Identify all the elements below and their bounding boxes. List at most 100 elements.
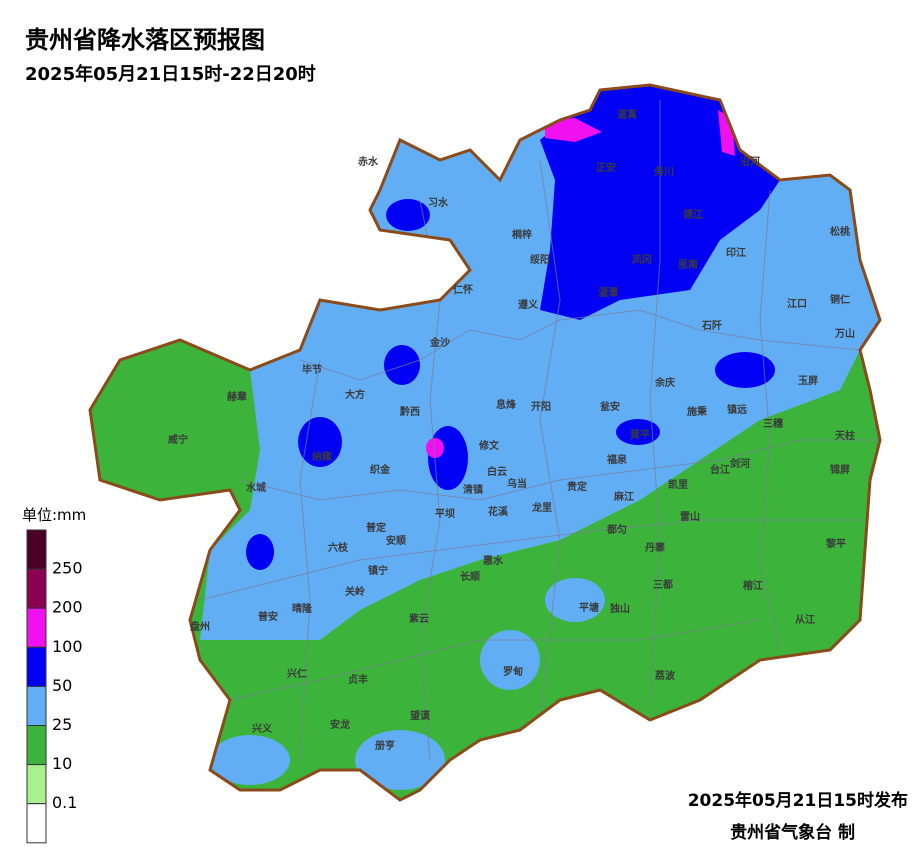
county-label: 松桃 xyxy=(830,225,850,238)
area-25-50 xyxy=(545,578,605,622)
county-label: 都匀 xyxy=(606,523,627,536)
county-label: 务川 xyxy=(654,165,674,178)
county-label: 凤冈 xyxy=(632,254,652,266)
area-25-50 xyxy=(210,735,290,785)
county-label: 修文 xyxy=(478,439,500,452)
county-label: 黔西 xyxy=(400,405,420,418)
county-label: 普定 xyxy=(366,521,386,534)
county-label: 天柱 xyxy=(835,429,855,442)
county-label: 惠水 xyxy=(483,554,504,567)
legend: 250 200 100 50 25 10 0.1 xyxy=(26,529,83,844)
area-25-50 xyxy=(480,630,540,690)
county-label: 盘州 xyxy=(190,620,210,633)
county-label: 镇宁 xyxy=(368,564,388,577)
county-label: 施秉 xyxy=(687,405,708,418)
county-label: 织金 xyxy=(370,463,391,476)
county-label: 金沙 xyxy=(429,336,450,349)
legend-swatch xyxy=(26,803,47,844)
legend-swatch xyxy=(26,646,47,687)
county-label: 江口 xyxy=(787,297,807,310)
area-100-200 xyxy=(545,118,602,142)
province-border xyxy=(88,83,882,802)
county-label: 赤水 xyxy=(358,155,379,168)
county-label: 从江 xyxy=(795,613,815,626)
county-label: 大方 xyxy=(345,388,365,401)
legend-label: 100 xyxy=(52,637,83,656)
county-label: 麻江 xyxy=(613,490,634,503)
county-label: 平塘 xyxy=(579,601,599,614)
county-label: 白云 xyxy=(487,465,507,478)
county-label: 六枝 xyxy=(328,541,349,554)
area-50-100 xyxy=(386,199,430,231)
legend-title: 单位:mm xyxy=(22,506,86,524)
county-label: 丹寨 xyxy=(645,541,665,554)
county-label: 铜仁 xyxy=(830,293,850,306)
county-label: 望谟 xyxy=(410,709,431,722)
county-label: 瓮安 xyxy=(600,400,620,413)
county-label: 遵义 xyxy=(518,298,539,311)
area-50-100 xyxy=(384,345,420,385)
legend-label: 0.1 xyxy=(52,793,77,812)
legend-label: 25 xyxy=(52,715,72,734)
area-100-200 xyxy=(426,438,444,458)
legend-label: 200 xyxy=(52,598,83,617)
county-label: 榕江 xyxy=(743,579,763,592)
county-label: 花溪 xyxy=(488,505,509,518)
legend-label: 10 xyxy=(52,754,72,773)
county-label: 石阡 xyxy=(701,319,722,332)
county-label: 乌当 xyxy=(507,477,527,490)
county-label: 开阳 xyxy=(531,401,551,413)
area-50-100 xyxy=(428,426,468,490)
county-label: 德江 xyxy=(682,208,703,221)
area-50-100 xyxy=(246,534,274,570)
legend-swatch xyxy=(26,685,47,727)
county-label: 福泉 xyxy=(606,453,628,466)
county-label: 清镇 xyxy=(463,483,483,496)
county-label: 龙里 xyxy=(531,501,552,514)
county-label: 兴义 xyxy=(252,722,273,735)
county-label: 习水 xyxy=(428,196,449,209)
legend-label: 50 xyxy=(52,676,72,695)
county-label: 镇远 xyxy=(727,403,747,416)
county-label: 黎平 xyxy=(826,537,846,550)
county-borders xyxy=(199,100,880,761)
county-label: 贞丰 xyxy=(348,673,368,686)
legend-swatch xyxy=(26,568,47,609)
county-label: 黄平 xyxy=(630,428,650,441)
county-label: 晴隆 xyxy=(292,602,313,615)
county-label: 贵定 xyxy=(567,480,587,493)
county-label: 雷山 xyxy=(680,510,700,523)
area-50-100 xyxy=(298,417,342,467)
county-label: 万山 xyxy=(834,327,855,340)
county-label: 仁怀 xyxy=(453,283,473,296)
county-label: 长顺 xyxy=(460,570,480,583)
county-label: 绥阳 xyxy=(530,253,550,266)
county-label: 息烽 xyxy=(496,398,517,411)
county-label: 赫章 xyxy=(227,390,247,403)
agency: 贵州省气象台 制 xyxy=(730,822,855,843)
county-label: 兴仁 xyxy=(287,667,307,680)
county-label: 独山 xyxy=(610,602,630,615)
county-label: 水城 xyxy=(245,481,266,494)
county-label: 威宁 xyxy=(168,433,188,446)
title: 贵州省降水落区预报图 xyxy=(25,26,265,54)
county-label: 册亨 xyxy=(375,739,395,752)
legend-swatch xyxy=(26,764,47,805)
county-label: 印江 xyxy=(726,246,746,259)
county-label: 剑河 xyxy=(729,457,750,470)
county-label: 凯里 xyxy=(668,478,688,491)
county-label: 桐梓 xyxy=(512,228,532,241)
county-label: 道真 xyxy=(617,108,637,121)
county-label: 湄潭 xyxy=(598,286,618,299)
county-label: 正安 xyxy=(596,161,616,174)
county-label: 罗甸 xyxy=(503,665,523,678)
county-label: 台江 xyxy=(710,463,730,476)
county-label: 安顺 xyxy=(386,534,406,547)
county-label: 安龙 xyxy=(330,718,350,731)
area-50-100 xyxy=(715,352,775,388)
county-label: 三都 xyxy=(653,578,673,591)
